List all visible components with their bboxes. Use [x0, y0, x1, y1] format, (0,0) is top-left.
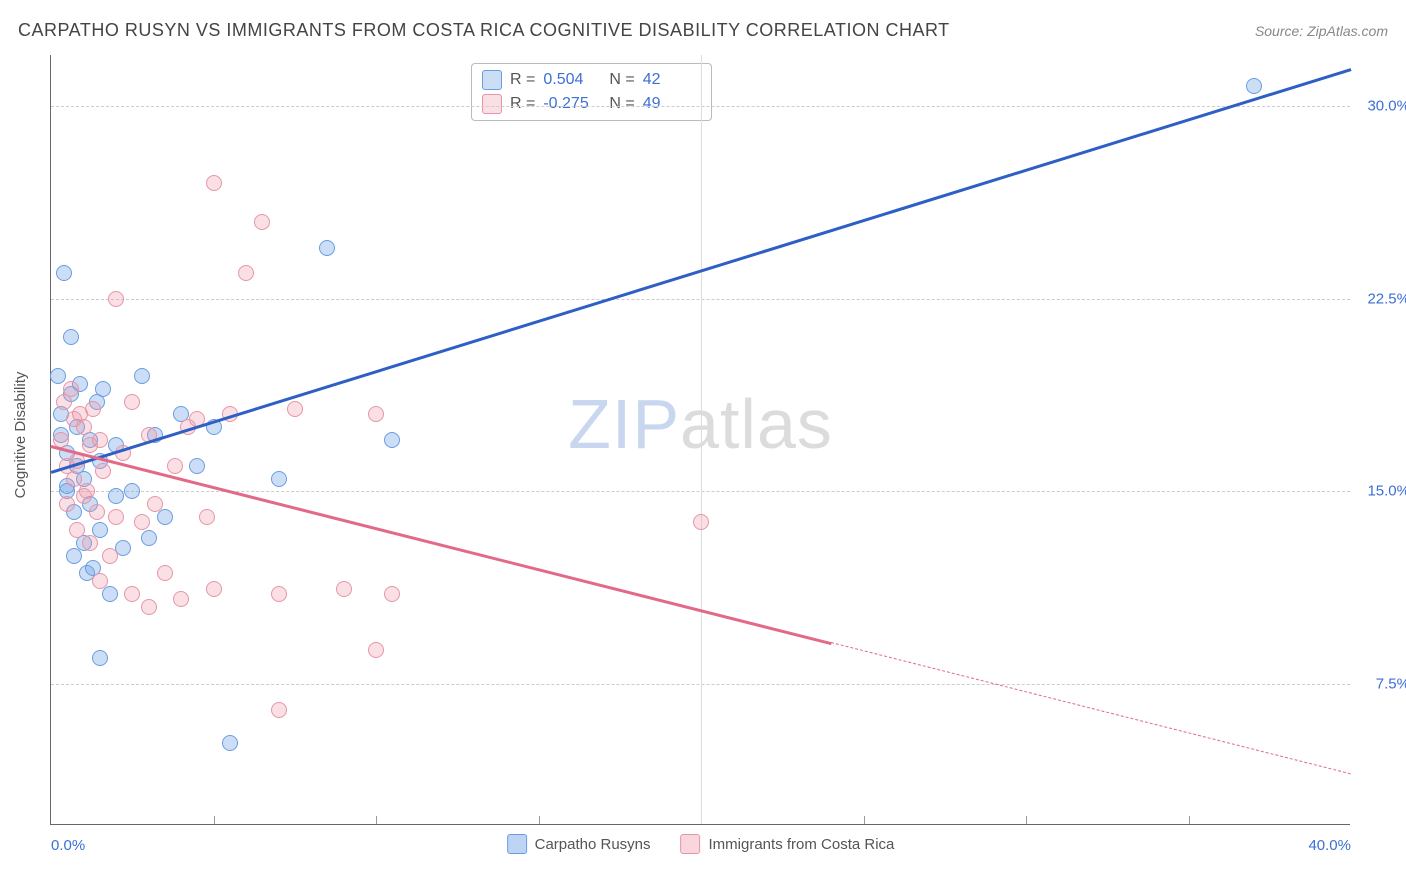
data-point [271, 471, 287, 487]
stat-row: R = 0.504 N = 42 [482, 68, 701, 92]
y-tick-label: 30.0% [1355, 98, 1406, 115]
legend-label: Immigrants from Costa Rica [709, 836, 895, 853]
x-tick-start: 0.0% [51, 837, 85, 854]
data-point [368, 642, 384, 658]
stat-r-value: 0.504 [543, 71, 601, 89]
data-point [85, 401, 101, 417]
data-point [222, 735, 238, 751]
trend-line-extrapolated [831, 642, 1351, 774]
legend-label: Carpatho Rusyns [535, 836, 651, 853]
data-point [693, 514, 709, 530]
data-point [287, 401, 303, 417]
data-point [167, 458, 183, 474]
x-tick-end: 40.0% [1308, 837, 1351, 854]
data-point [50, 368, 66, 384]
data-point [384, 586, 400, 602]
x-minor-tick [1026, 816, 1027, 824]
legend-swatch [681, 834, 701, 854]
data-point [92, 650, 108, 666]
gridline-v [701, 55, 702, 824]
stat-r-label: R = [510, 95, 535, 113]
data-point [254, 214, 270, 230]
data-point [157, 509, 173, 525]
data-point [206, 175, 222, 191]
data-point [69, 522, 85, 538]
stat-row: R = -0.275 N = 49 [482, 92, 701, 116]
chart-header: CARPATHO RUSYN VS IMMIGRANTS FROM COSTA … [18, 20, 1388, 41]
legend: Carpatho Rusyns Immigrants from Costa Ric… [507, 834, 895, 854]
data-point [95, 381, 111, 397]
data-point [56, 265, 72, 281]
y-tick-label: 7.5% [1355, 675, 1406, 692]
data-point [124, 394, 140, 410]
stat-r-label: R = [510, 71, 535, 89]
x-minor-tick [864, 816, 865, 824]
y-tick-label: 15.0% [1355, 483, 1406, 500]
data-point [59, 496, 75, 512]
data-point [189, 458, 205, 474]
x-minor-tick [1189, 816, 1190, 824]
data-point [173, 591, 189, 607]
data-point [141, 530, 157, 546]
data-point [134, 514, 150, 530]
stat-r-value: -0.275 [543, 95, 601, 113]
x-minor-tick [539, 816, 540, 824]
correlation-stats-box: R = 0.504 N = 42 R = -0.275 N = 49 [471, 63, 712, 121]
data-point [63, 329, 79, 345]
data-point [206, 581, 222, 597]
data-point [108, 488, 124, 504]
legend-swatch [507, 834, 527, 854]
y-tick-label: 22.5% [1355, 290, 1406, 307]
x-minor-tick [376, 816, 377, 824]
stat-swatch [482, 70, 502, 90]
data-point [108, 509, 124, 525]
data-point [66, 471, 82, 487]
data-point [238, 265, 254, 281]
y-axis-label: Cognitive Disability [12, 372, 29, 499]
stat-n-label: N = [609, 95, 634, 113]
data-point [134, 368, 150, 384]
stat-n-value: 42 [643, 71, 701, 89]
stat-n-value: 49 [643, 95, 701, 113]
data-point [92, 432, 108, 448]
source-label: Source: ZipAtlas.com [1255, 23, 1388, 39]
data-point [102, 586, 118, 602]
x-minor-tick [214, 816, 215, 824]
data-point [79, 483, 95, 499]
data-point [102, 548, 118, 564]
chart-title: CARPATHO RUSYN VS IMMIGRANTS FROM COSTA … [18, 20, 950, 41]
data-point [384, 432, 400, 448]
data-point [82, 535, 98, 551]
data-point [63, 381, 79, 397]
data-point [108, 291, 124, 307]
data-point [336, 581, 352, 597]
legend-item: Immigrants from Costa Rica [681, 834, 895, 854]
legend-item: Carpatho Rusyns [507, 834, 651, 854]
trend-line [51, 445, 832, 645]
data-point [157, 565, 173, 581]
data-point [89, 504, 105, 520]
data-point [92, 573, 108, 589]
data-point [271, 702, 287, 718]
plot-region: ZIPatlas R =0.504N =42R =-0.275N =49 Car… [50, 55, 1350, 825]
watermark-atlas: atlas [680, 385, 833, 463]
data-point [319, 240, 335, 256]
data-point [124, 483, 140, 499]
data-point [1246, 78, 1262, 94]
data-point [368, 406, 384, 422]
data-point [95, 463, 111, 479]
stat-swatch [482, 94, 502, 114]
watermark-zip: ZIP [568, 385, 680, 463]
chart-area: Cognitive Disability ZIPatlas R = 0.504 N … [0, 55, 1406, 855]
data-point [141, 599, 157, 615]
data-point [124, 586, 140, 602]
data-point [271, 586, 287, 602]
stat-n-label: N = [609, 71, 634, 89]
data-point [199, 509, 215, 525]
data-point [76, 419, 92, 435]
data-point [147, 496, 163, 512]
